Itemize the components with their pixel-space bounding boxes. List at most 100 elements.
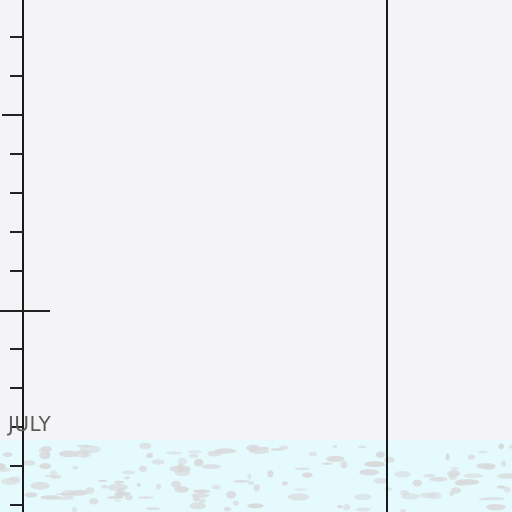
ice-patch	[188, 454, 199, 458]
ice-patch	[294, 467, 310, 471]
ice-patch	[394, 471, 411, 478]
ice-patch	[189, 502, 206, 510]
ice-patch	[354, 493, 372, 501]
ice-patch	[187, 450, 202, 454]
ice-patch	[44, 474, 62, 478]
ice-patch	[497, 473, 512, 479]
ice-patch	[30, 481, 50, 490]
ice-patch	[226, 491, 237, 499]
ice-patch	[429, 477, 448, 482]
ice-patch	[463, 473, 484, 479]
ice-patch	[145, 507, 161, 510]
ice-patch	[39, 463, 52, 470]
ice-patch	[207, 450, 222, 457]
ice-patch	[146, 454, 153, 459]
ice-patch	[40, 495, 61, 500]
ice-patch	[498, 443, 505, 450]
ice-patch	[137, 496, 154, 499]
ice-patch	[247, 503, 264, 509]
ice-patch	[211, 484, 221, 490]
ice-patch	[496, 485, 506, 489]
ice-patch	[376, 451, 385, 459]
ice-patch	[401, 493, 420, 500]
ice-patch	[201, 464, 221, 469]
ice-patch	[124, 476, 130, 480]
ice-patch	[423, 473, 436, 478]
ice-patch	[257, 446, 269, 450]
ice-patch	[447, 470, 461, 477]
ice-patch	[46, 451, 51, 458]
ice-patch	[342, 504, 351, 511]
ice-patch	[467, 454, 476, 460]
ice-patch	[139, 442, 152, 450]
ice-patch	[72, 465, 79, 470]
ice-patch	[477, 450, 489, 454]
ice-patch	[476, 463, 496, 469]
ice-patch	[115, 491, 131, 496]
ice-patch	[174, 469, 191, 477]
ice-patch	[121, 470, 135, 475]
ice-patch	[114, 499, 122, 502]
ice-patch	[503, 486, 511, 493]
ice-patch	[72, 451, 92, 458]
ice-patch	[171, 480, 182, 488]
ice-patch	[114, 480, 125, 484]
ice-patch	[165, 451, 183, 455]
ice-patch	[0, 463, 6, 471]
ice-patch	[364, 461, 385, 468]
ice-patch	[49, 470, 58, 475]
ice-patch	[337, 505, 343, 509]
ice-patch	[445, 453, 450, 461]
ice-patch	[281, 481, 288, 486]
ice-patch	[293, 488, 307, 491]
month-label: JULY	[8, 412, 52, 436]
ice-patch	[322, 462, 333, 465]
ice-patch	[2, 452, 13, 458]
ice-patch	[101, 485, 108, 489]
ice-patch	[332, 445, 338, 448]
ice-patch	[384, 456, 395, 463]
ice-patch	[454, 479, 468, 486]
ice-patch	[302, 472, 313, 478]
ice-patch	[450, 467, 459, 471]
ice-patch	[419, 492, 436, 499]
ice-patch	[136, 483, 141, 487]
ice-patch	[270, 448, 283, 451]
ice-patch	[107, 483, 128, 492]
ice-patch	[355, 507, 371, 512]
ice-patch	[450, 487, 462, 494]
ice-patch	[509, 445, 512, 449]
ice-patch	[61, 489, 76, 498]
ice-patch	[486, 504, 506, 511]
ice-patch	[233, 480, 250, 483]
ice-patch	[8, 476, 21, 482]
ice-patch	[177, 457, 187, 465]
ice-patch	[151, 459, 165, 465]
ice-patch	[71, 506, 78, 512]
ice-patch	[247, 473, 252, 480]
ice-patch	[198, 498, 206, 503]
ice-patch	[357, 445, 367, 449]
ice-patch	[138, 465, 147, 472]
ice-patch	[85, 487, 95, 494]
ice-patch	[76, 444, 92, 448]
ice-patch	[174, 486, 189, 493]
ice-patch	[340, 460, 348, 469]
ice-patch	[232, 500, 239, 506]
ice-patch	[267, 470, 274, 478]
ice-patch	[193, 458, 204, 467]
ice-patch	[50, 476, 62, 479]
ice-patch	[359, 469, 380, 476]
ice-patch	[124, 494, 133, 501]
ice-patch	[24, 492, 38, 498]
ice-patch	[192, 489, 211, 494]
ice-patch	[253, 484, 260, 492]
ice-patch	[248, 481, 255, 485]
ice-patch	[246, 444, 261, 451]
ice-patch	[22, 460, 36, 466]
ice-patch	[192, 494, 200, 502]
ice-patch	[223, 506, 232, 512]
ice-patch	[38, 448, 47, 453]
